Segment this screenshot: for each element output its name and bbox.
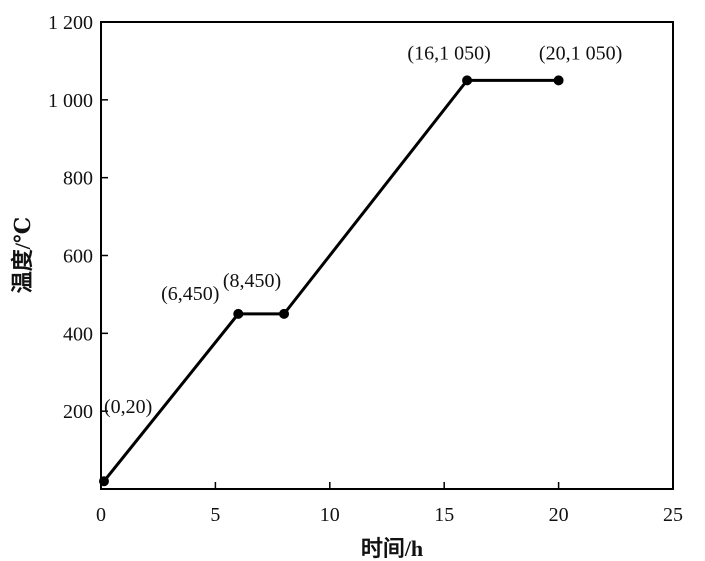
data-point-marker: [233, 308, 244, 319]
x-tick-label: 5: [210, 504, 220, 526]
point-label: (6,450): [161, 283, 219, 305]
point-label: (0,20): [104, 396, 152, 418]
x-tick-label: 0: [96, 504, 106, 526]
x-axis-title: 时间/h: [361, 536, 423, 561]
y-tick-label: 200: [63, 401, 93, 423]
x-tick-label: 10: [320, 504, 340, 526]
point-label: (8,450): [223, 270, 281, 292]
y-tick-label: 1 000: [48, 90, 93, 112]
data-point-marker: [462, 75, 473, 86]
point-labels: (0,20) (6,450)(8,450) (16,1 050) (20,1 050): [104, 42, 622, 418]
tick-labels: 0 5 10 15 20 25 200 400 600 800 1 000 1 200: [48, 12, 683, 526]
x-tick-label: 15: [434, 504, 454, 526]
y-tick-label: 1 200: [48, 12, 93, 34]
data-series: [99, 75, 564, 487]
x-tick-label: 20: [549, 504, 569, 526]
x-tick-label: 25: [663, 504, 683, 526]
data-point-marker: [553, 75, 564, 86]
y-tick-label: 400: [63, 323, 93, 345]
series-line: [102, 78, 559, 483]
y-tick-label: 600: [63, 246, 93, 268]
y-tick-label: 800: [63, 168, 93, 190]
y-axis-title: 温度/℃: [10, 217, 35, 293]
axis-ticks: [100, 21, 674, 489]
plot-area-frame: [100, 21, 674, 490]
data-point-marker: [99, 476, 109, 487]
point-label: (16,1 050): [407, 42, 490, 64]
data-point-marker: [279, 308, 290, 319]
point-label: (20,1 050): [539, 42, 622, 64]
